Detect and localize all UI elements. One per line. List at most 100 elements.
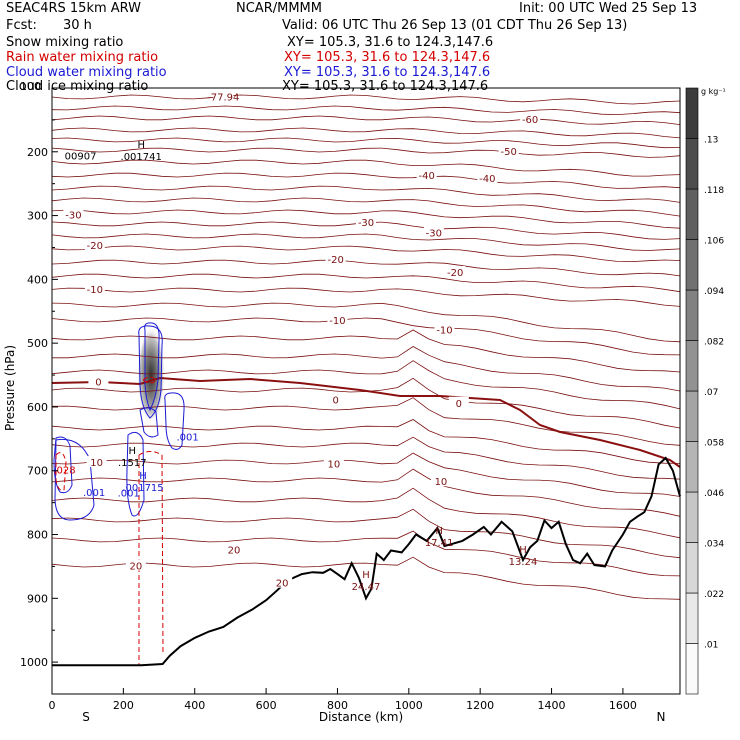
cloud-water-contours bbox=[53, 322, 185, 521]
x-tick-label: 800 bbox=[327, 699, 348, 712]
colorbar-level-label: .094 bbox=[704, 287, 724, 297]
axes: 0 200 400 600 800 1000 1200 1400 160020030040050… bbox=[3, 119, 665, 724]
contour-label-bg bbox=[434, 323, 455, 335]
contour-label: -30 bbox=[358, 218, 374, 229]
field-name-cloud-ice: Cloud ice mixing ratio bbox=[6, 79, 149, 94]
contour-label-bg bbox=[272, 576, 293, 588]
temperature-contour-line bbox=[52, 185, 680, 203]
extrema-value: .001741 bbox=[121, 152, 162, 163]
contour-label: -77.94 bbox=[207, 93, 239, 104]
temperature-contour-line bbox=[52, 233, 680, 251]
contour-label: -30 bbox=[65, 211, 81, 222]
contour-label-bg bbox=[125, 559, 146, 571]
temperature-contour-line bbox=[52, 397, 680, 446]
temperature-contour-line bbox=[52, 287, 680, 307]
freezing-level-contour bbox=[52, 376, 680, 468]
contour-label: -20 bbox=[447, 268, 463, 279]
x-tick-label: 200 bbox=[113, 699, 134, 712]
temperature-contour-line bbox=[52, 360, 680, 410]
y-tick-label: 900 bbox=[27, 592, 48, 605]
colorbar-level-label: .022 bbox=[704, 590, 724, 600]
y-tick-label: 400 bbox=[27, 273, 48, 286]
contour-label: 20 bbox=[276, 579, 289, 590]
contour-label: -20 bbox=[327, 255, 343, 266]
contour-label: -40 bbox=[418, 171, 434, 182]
x-tick-label: 600 bbox=[256, 699, 277, 712]
init-time: Init: 00 UTC Wed 25 Sep 13 bbox=[519, 1, 698, 16]
temperature-contour-line bbox=[52, 127, 680, 139]
plot-frame bbox=[51, 87, 681, 695]
contour-label-bg bbox=[477, 172, 498, 184]
temperature-contour-line bbox=[52, 209, 680, 229]
forecast-hours: 30 h bbox=[63, 18, 92, 33]
x-axis-label: Distance (km) bbox=[319, 710, 403, 724]
x-tick-label: 0 bbox=[49, 699, 56, 712]
contour-label-bg bbox=[223, 543, 244, 555]
temperature-contour-line bbox=[52, 556, 680, 600]
colorbar-unit: g kg⁻¹ bbox=[701, 87, 726, 96]
contour-label-bg bbox=[520, 112, 541, 124]
extrema-value: 00907 bbox=[65, 151, 97, 162]
extrema-mark: H bbox=[129, 446, 137, 457]
temperature-contour-line bbox=[52, 329, 680, 373]
contour-label: 20 bbox=[228, 545, 241, 556]
extrema-mark: H bbox=[362, 570, 370, 581]
contour-label: -10 bbox=[329, 316, 345, 327]
contour-label-bg bbox=[445, 265, 466, 277]
y-tick-label: 700 bbox=[27, 465, 48, 478]
y-axis-label: Pressure (hPa) bbox=[3, 345, 17, 431]
colorbar-level-label: .01 bbox=[704, 641, 718, 651]
model-title: SEAC4RS 15km ARW bbox=[6, 1, 142, 16]
field-name-rain: Rain water mixing ratio bbox=[6, 50, 159, 65]
x-tick-label: 1200 bbox=[466, 699, 494, 712]
terrain-line bbox=[52, 456, 681, 667]
contour-labels: -77.94 -60 -50 -40 -40 -30 -30 -30 -20 -20 -20 -10 -… bbox=[63, 90, 541, 590]
contour-label: -40 bbox=[479, 174, 495, 185]
temperature-contour-line bbox=[52, 94, 680, 105]
colorbar-cell bbox=[685, 542, 699, 594]
contour-label: -50 bbox=[501, 147, 517, 158]
colorbar-cell bbox=[685, 643, 699, 695]
x-tick-label: 1400 bbox=[538, 699, 566, 712]
temperature-contour-line bbox=[52, 159, 680, 177]
y-tick-label: 800 bbox=[27, 529, 48, 542]
extrema-mark: H bbox=[435, 526, 443, 537]
contour-label: -60 bbox=[522, 115, 538, 126]
contour-label-bg bbox=[430, 475, 451, 487]
contour-label: 20 bbox=[129, 561, 142, 572]
temperature-contours bbox=[52, 94, 680, 600]
extrema-value: .001 bbox=[176, 433, 198, 444]
temperature-contour-line bbox=[52, 530, 680, 577]
colorbar-cell bbox=[685, 289, 699, 341]
freezing-level-line bbox=[52, 376, 680, 468]
contour-label-bg bbox=[416, 169, 437, 181]
colorbar-cell bbox=[685, 87, 699, 139]
temperature-contour-line bbox=[52, 346, 680, 392]
temperature-contour-line bbox=[52, 259, 680, 277]
cloud-ice-shading bbox=[137, 327, 165, 423]
contour-label: 10 bbox=[435, 477, 448, 488]
contour-label-bg bbox=[325, 393, 346, 405]
extrema-value: .001 bbox=[83, 488, 105, 499]
colorbar-level-label: .082 bbox=[704, 338, 724, 348]
colorbar-level-label: .034 bbox=[704, 540, 724, 550]
temperature-contour-line bbox=[52, 452, 680, 497]
terrain-profile bbox=[52, 456, 681, 667]
temperature-contour-line bbox=[52, 317, 680, 356]
contour-label-bg bbox=[325, 253, 346, 265]
contour-label-bg bbox=[84, 239, 105, 251]
extrema-mark: H bbox=[137, 140, 145, 151]
temperature-contour-line bbox=[52, 419, 680, 464]
contour-label: -10 bbox=[436, 325, 452, 336]
contour-label: 10 bbox=[90, 458, 103, 469]
colorbar-cell bbox=[685, 441, 699, 493]
contour-label-bg bbox=[327, 313, 348, 325]
contour-label-bg bbox=[498, 144, 519, 156]
y-tick-label: 1000 bbox=[20, 656, 48, 669]
colorbar-cell bbox=[685, 390, 699, 442]
colorbar-cell bbox=[685, 239, 699, 291]
contour-label-bg bbox=[448, 396, 469, 408]
extrema-value: 13.24 bbox=[509, 557, 538, 568]
contour-label-bg bbox=[356, 216, 376, 228]
extrema-value: .1517 bbox=[118, 458, 147, 469]
